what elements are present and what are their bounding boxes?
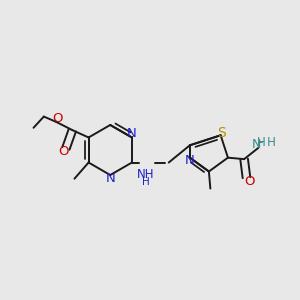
Text: - H: - H: [259, 136, 275, 149]
Text: H: H: [142, 177, 150, 187]
Text: N: N: [252, 138, 261, 151]
Text: N: N: [105, 172, 115, 185]
Text: O: O: [58, 146, 69, 158]
Text: S: S: [217, 126, 226, 140]
Text: N: N: [184, 154, 194, 167]
Text: N: N: [127, 128, 137, 140]
Text: O: O: [52, 112, 63, 125]
Text: O: O: [244, 175, 255, 188]
Text: NH: NH: [137, 168, 155, 182]
Text: H: H: [257, 136, 266, 149]
